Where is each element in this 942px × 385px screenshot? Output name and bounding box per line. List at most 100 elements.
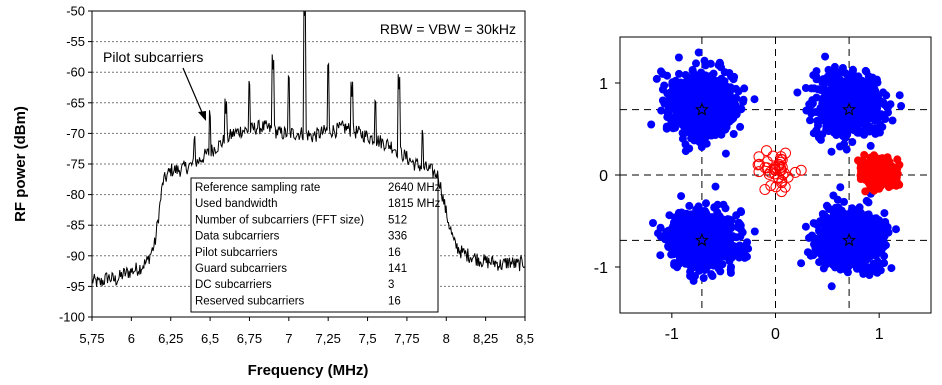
constellation-point — [700, 134, 709, 143]
constellation-point — [867, 239, 875, 248]
constellation-point — [895, 160, 904, 169]
constellation-point — [713, 106, 722, 115]
table-row-value: 2640 MHz — [388, 182, 441, 194]
constellation-point — [852, 227, 861, 235]
constellation-y-ticks: 1 0 -1 — [594, 76, 620, 277]
constellation-point — [856, 164, 865, 172]
constellation-point — [887, 264, 896, 273]
constellation-point — [714, 76, 723, 85]
constellation-point — [681, 259, 690, 268]
table-row-label: Reserved subcarriers — [195, 295, 305, 307]
constellation-point — [707, 131, 716, 140]
constellation-point-hollow — [795, 164, 807, 176]
constellation-point — [805, 100, 814, 109]
constellation-point — [656, 251, 665, 260]
constellation-point — [670, 261, 679, 269]
constellation-point — [743, 238, 752, 247]
constellation-point — [678, 97, 687, 106]
pilot-annotation: Pilot subcarriers — [103, 49, 203, 65]
constellation-point — [711, 182, 720, 191]
constellation-point — [665, 211, 674, 220]
constellation-point — [821, 52, 830, 61]
spectrum-y-tick-label: -70 — [66, 126, 85, 141]
constellation-point — [728, 112, 737, 121]
table-row-label: Data subcarriers — [195, 231, 280, 243]
constellation-point — [725, 69, 734, 77]
constellation-point — [880, 259, 889, 268]
constellation-y-tick-label: 1 — [599, 76, 608, 93]
constellation-point — [699, 261, 708, 270]
spectrum-x-tick-label: 6,25 — [158, 331, 183, 346]
constellation-point — [685, 122, 694, 131]
table-row-label: Used bandwidth — [195, 198, 277, 210]
constellation-point-hollow — [776, 186, 788, 198]
constellation-point — [880, 157, 889, 166]
constellation-point — [838, 208, 847, 217]
constellation-point — [797, 259, 806, 268]
constellation-point — [869, 99, 878, 108]
constellation-point — [840, 224, 849, 233]
table-row-label: Reference sampling rate — [195, 182, 320, 194]
constellation-point — [873, 162, 882, 171]
constellation-point — [662, 124, 671, 133]
constellation-point — [669, 94, 678, 103]
constellation-point — [687, 134, 696, 143]
constellation-point-hollow — [759, 184, 771, 195]
constellation-point — [881, 115, 890, 123]
constellation-point — [824, 125, 832, 133]
table-row-value: 512 — [388, 214, 407, 226]
table-row-label: Guard subcarriers — [195, 263, 287, 275]
constellation-point — [848, 66, 857, 75]
constellation-point — [875, 246, 884, 255]
constellation-point-hollow — [777, 169, 789, 181]
constellation-point — [813, 116, 822, 125]
spectrum-series-line — [91, 10, 526, 287]
constellation-point — [698, 207, 707, 216]
constellation-point — [815, 238, 824, 247]
constellation-point — [707, 270, 716, 279]
constellation-point — [664, 226, 673, 235]
constellation-point — [693, 132, 702, 141]
constellation-point — [834, 254, 842, 263]
x-axis-title: Frequency (MHz) — [248, 362, 369, 379]
constellation-point — [686, 272, 695, 280]
constellation-point — [872, 214, 881, 223]
constellation-point — [819, 245, 828, 254]
constellation-point — [847, 78, 856, 87]
constellation-point — [822, 201, 831, 210]
constellation-point — [704, 253, 713, 262]
constellation-reference-stars — [694, 102, 857, 247]
constellation-point — [701, 87, 710, 96]
constellation-point — [855, 248, 864, 257]
constellation-point — [674, 53, 683, 62]
constellation-point — [692, 74, 701, 83]
constellation-point — [720, 234, 729, 243]
constellation-point — [686, 246, 695, 255]
constellation-point — [865, 219, 873, 228]
constellation-point — [721, 243, 730, 252]
constellation-point — [807, 84, 816, 93]
constellation-point — [814, 85, 823, 94]
constellation-point — [831, 240, 840, 249]
constellation-point — [895, 180, 904, 189]
constellation-point — [681, 140, 690, 149]
constellation-point — [846, 247, 855, 256]
constellation-point — [876, 227, 885, 236]
constellation-point — [685, 201, 694, 210]
spectrum-x-tick-label: 8,5 — [516, 331, 534, 346]
constellation-point — [727, 263, 735, 271]
constellation-point — [854, 74, 863, 83]
constellation-point — [882, 178, 891, 186]
constellation-point — [827, 282, 836, 291]
constellation-point — [677, 192, 686, 201]
pilot-arrow-head — [198, 111, 206, 121]
constellation-point — [812, 67, 821, 76]
spectrum-x-tick-label: 6,5 — [201, 331, 219, 346]
constellation-point-hollow — [752, 159, 764, 171]
spectrum-x-tick-label: 8,25 — [473, 331, 498, 346]
constellation-point — [803, 248, 812, 257]
constellation-point — [673, 85, 682, 94]
spectrum-y-tick-label: -60 — [66, 65, 85, 80]
constellation-point — [836, 183, 845, 192]
constellation-point-hollow — [753, 151, 765, 163]
